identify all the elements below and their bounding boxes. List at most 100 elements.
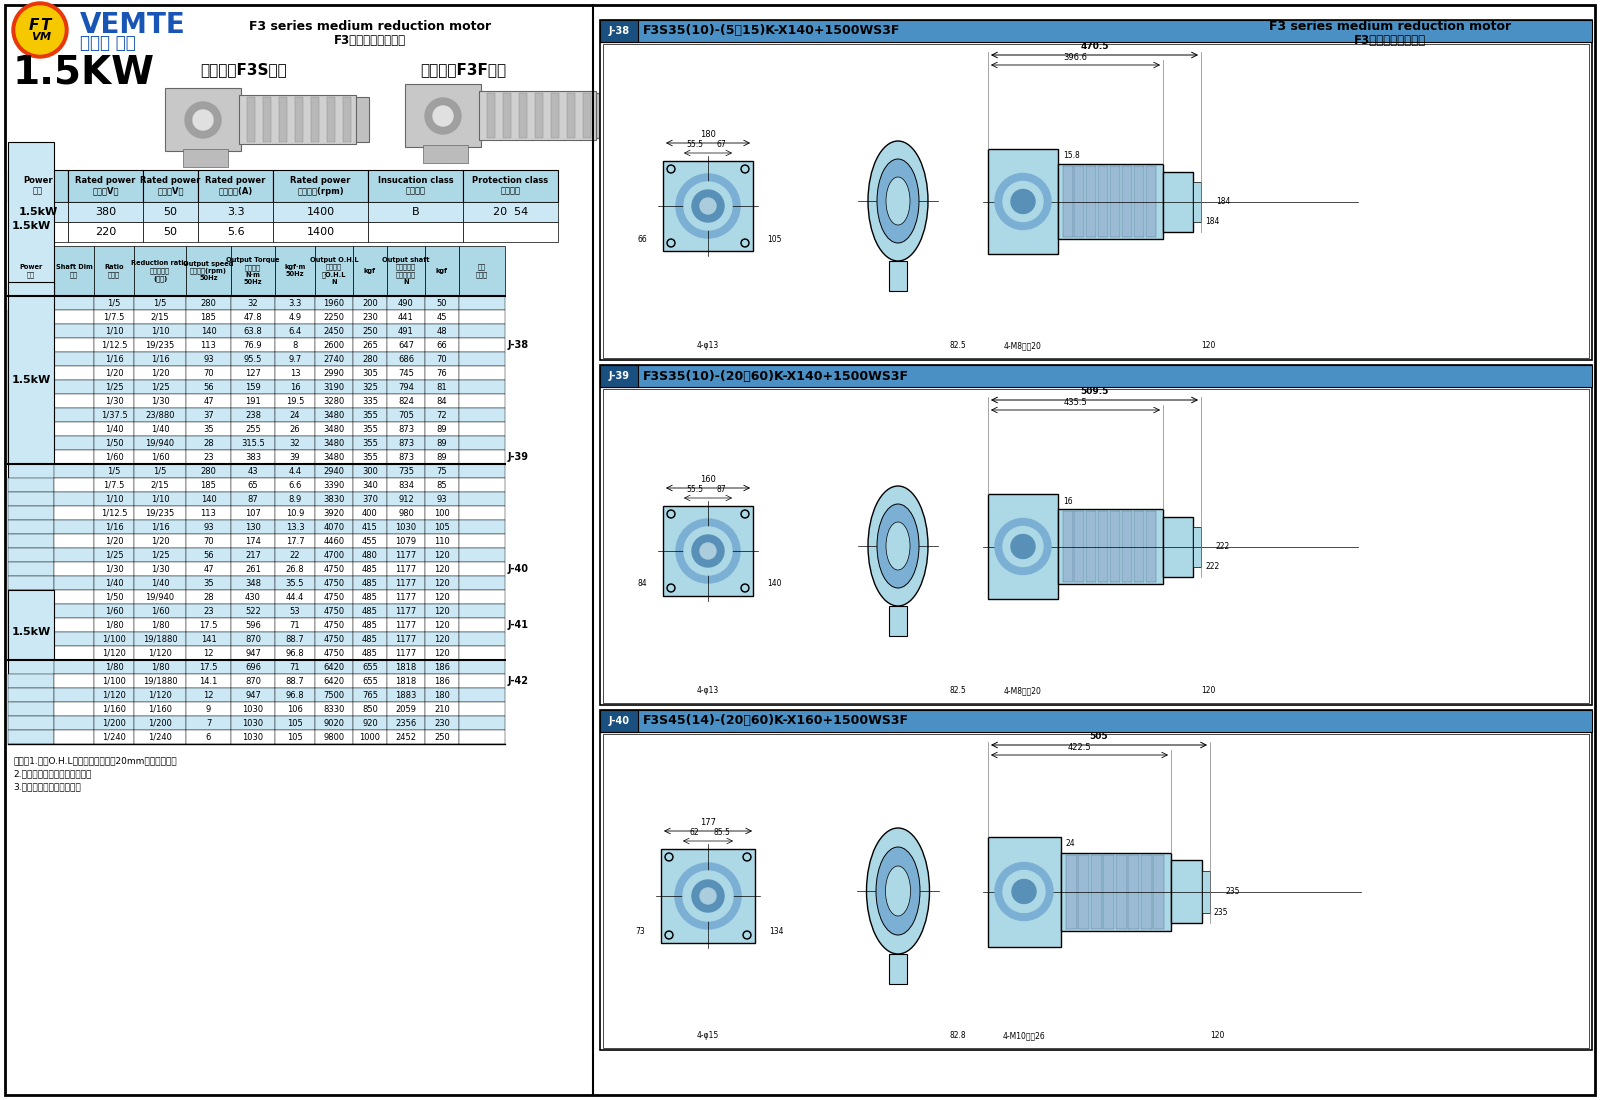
Bar <box>478 91 595 140</box>
Text: 66: 66 <box>637 234 646 243</box>
Bar <box>426 379 459 394</box>
Bar <box>459 702 506 716</box>
Bar <box>354 492 387 506</box>
Bar <box>1110 510 1120 582</box>
Text: 35.5: 35.5 <box>286 579 304 587</box>
Text: 4-φ15: 4-φ15 <box>698 1031 718 1040</box>
Bar <box>459 338 506 352</box>
Text: 177: 177 <box>701 818 717 827</box>
Bar <box>230 674 275 688</box>
Bar <box>595 94 610 138</box>
Text: 70: 70 <box>437 354 448 363</box>
Text: J-40: J-40 <box>509 564 530 574</box>
Text: 1818: 1818 <box>395 676 416 685</box>
Text: 1/5: 1/5 <box>154 298 166 308</box>
Bar <box>566 94 574 138</box>
Bar <box>8 618 54 632</box>
Bar <box>230 548 275 562</box>
Text: 84: 84 <box>437 396 448 406</box>
Circle shape <box>1013 880 1037 903</box>
Text: 1/16: 1/16 <box>150 522 170 531</box>
Bar <box>8 170 67 202</box>
Circle shape <box>13 2 67 58</box>
Bar <box>134 246 186 296</box>
Bar <box>230 436 275 450</box>
Text: 870: 870 <box>245 635 261 643</box>
Bar <box>1066 855 1077 928</box>
Text: 491: 491 <box>398 327 414 336</box>
Circle shape <box>667 933 672 937</box>
Text: 1/100: 1/100 <box>102 676 126 685</box>
Bar <box>186 562 230 576</box>
Bar <box>294 97 302 142</box>
Text: 3.3: 3.3 <box>288 298 302 308</box>
Bar <box>315 702 354 716</box>
Circle shape <box>1011 189 1035 213</box>
Bar <box>315 408 354 422</box>
Bar <box>354 730 387 744</box>
Text: 238: 238 <box>245 410 261 419</box>
Text: 1/60: 1/60 <box>104 452 123 462</box>
Bar <box>8 379 54 394</box>
Bar <box>387 310 426 324</box>
Text: 655: 655 <box>362 662 378 671</box>
Text: 1400: 1400 <box>307 227 334 236</box>
Text: 686: 686 <box>398 354 414 363</box>
Bar <box>354 688 387 702</box>
Bar <box>459 506 506 520</box>
Bar <box>8 730 54 744</box>
Text: 62: 62 <box>690 828 699 837</box>
Text: 140: 140 <box>200 327 216 336</box>
Text: kgf·m
50Hz: kgf·m 50Hz <box>285 264 306 277</box>
Text: 28: 28 <box>203 593 214 602</box>
Bar <box>54 366 94 379</box>
Bar <box>315 604 354 618</box>
Bar <box>54 576 94 590</box>
Bar <box>354 324 387 338</box>
Text: 870: 870 <box>245 676 261 685</box>
Bar <box>94 618 134 632</box>
Bar <box>354 618 387 632</box>
Text: 280: 280 <box>200 466 216 475</box>
Circle shape <box>685 182 733 230</box>
Text: 2990: 2990 <box>323 368 344 377</box>
Text: 13: 13 <box>290 368 301 377</box>
Bar <box>8 394 54 408</box>
Bar <box>134 590 186 604</box>
Text: 105: 105 <box>434 522 450 531</box>
Text: 37: 37 <box>203 410 214 419</box>
Bar <box>1146 165 1155 236</box>
Text: 7500: 7500 <box>323 691 344 700</box>
Ellipse shape <box>867 486 928 606</box>
Bar <box>315 646 354 660</box>
Bar <box>1146 510 1155 582</box>
Bar <box>1102 855 1114 928</box>
Bar <box>134 604 186 618</box>
Text: 824: 824 <box>398 396 414 406</box>
Bar <box>274 170 368 202</box>
Text: 1177: 1177 <box>395 550 416 560</box>
Circle shape <box>669 241 674 245</box>
Bar <box>94 506 134 520</box>
Text: 75: 75 <box>437 466 448 475</box>
Text: 250: 250 <box>362 327 378 336</box>
Bar <box>661 849 755 943</box>
Circle shape <box>742 166 747 172</box>
Bar <box>275 478 315 492</box>
Bar <box>459 379 506 394</box>
Bar <box>186 548 230 562</box>
Text: 1177: 1177 <box>395 649 416 658</box>
Bar <box>315 520 354 534</box>
Bar <box>459 646 506 660</box>
Bar <box>134 618 186 632</box>
Bar <box>1098 510 1107 582</box>
Text: 35: 35 <box>203 579 214 587</box>
Bar <box>426 366 459 379</box>
Bar <box>275 296 315 310</box>
Bar <box>142 222 198 242</box>
Bar <box>354 604 387 618</box>
Bar <box>387 520 426 534</box>
Text: 485: 485 <box>362 579 378 587</box>
Text: VEMTE: VEMTE <box>80 11 186 38</box>
Bar <box>459 246 506 296</box>
